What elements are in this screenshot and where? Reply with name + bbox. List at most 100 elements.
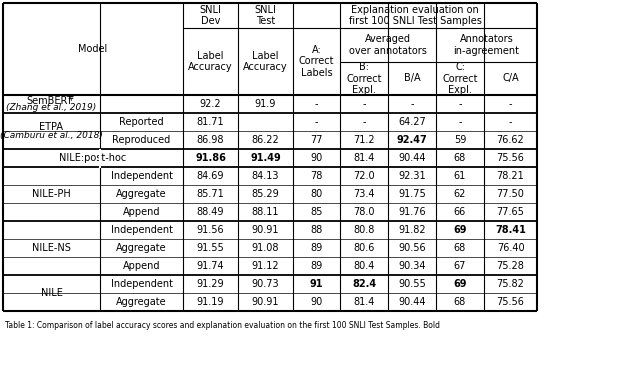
Text: Aggregate: Aggregate (116, 189, 167, 199)
Text: 92.2: 92.2 (200, 99, 221, 109)
Text: B/A: B/A (404, 73, 420, 84)
Text: 91.12: 91.12 (252, 261, 279, 271)
Text: -: - (315, 99, 318, 109)
Text: 72.0: 72.0 (353, 171, 375, 181)
Text: 76.40: 76.40 (497, 243, 524, 253)
Text: 68: 68 (454, 297, 466, 307)
Text: 88: 88 (310, 225, 323, 235)
Text: Label
Accuracy: Label Accuracy (243, 51, 288, 72)
Text: -: - (458, 99, 461, 109)
Text: 91.74: 91.74 (196, 261, 224, 271)
Text: 91.86: 91.86 (195, 153, 226, 163)
Text: Append: Append (123, 207, 160, 217)
Text: 86.98: 86.98 (196, 135, 224, 145)
Text: 81.4: 81.4 (353, 297, 374, 307)
Text: NILE: NILE (40, 288, 63, 298)
Text: (Camburu et al., 2018): (Camburu et al., 2018) (0, 131, 103, 140)
Text: Explanation evaluation on
first 100 SNLI Test Samples: Explanation evaluation on first 100 SNLI… (349, 5, 481, 26)
Text: 90.55: 90.55 (398, 279, 426, 289)
Text: SemBERT: SemBERT (26, 96, 73, 105)
Text: 88.49: 88.49 (196, 207, 224, 217)
Text: -: - (410, 99, 413, 109)
Text: 85.29: 85.29 (252, 189, 280, 199)
Text: -: - (315, 117, 318, 127)
Text: 80: 80 (310, 189, 323, 199)
Text: 90.44: 90.44 (398, 297, 426, 307)
Text: 88.11: 88.11 (252, 207, 279, 217)
Text: 90.91: 90.91 (252, 297, 279, 307)
Text: 80.6: 80.6 (353, 243, 374, 253)
Text: Reproduced: Reproduced (113, 135, 171, 145)
Text: 75.28: 75.28 (497, 261, 524, 271)
Text: Append: Append (123, 261, 160, 271)
Text: Independent: Independent (111, 171, 173, 181)
Text: NILE-PH: NILE-PH (32, 189, 71, 199)
Text: 77.50: 77.50 (497, 189, 524, 199)
Text: 78.41: 78.41 (495, 225, 526, 235)
Text: 76.62: 76.62 (497, 135, 524, 145)
Text: ETPA: ETPA (40, 122, 63, 132)
Text: Table 1: Comparison of label accuracy scores and explanation evaluation on the f: Table 1: Comparison of label accuracy sc… (5, 321, 440, 330)
Text: 59: 59 (454, 135, 466, 145)
Text: 64.27: 64.27 (398, 117, 426, 127)
Text: -: - (362, 117, 365, 127)
Text: 80.4: 80.4 (353, 261, 374, 271)
Text: -: - (458, 117, 461, 127)
Text: 92.31: 92.31 (398, 171, 426, 181)
Text: C:
Correct
Expl.: C: Correct Expl. (442, 62, 477, 95)
Text: 78.0: 78.0 (353, 207, 375, 217)
Text: 84.13: 84.13 (252, 171, 279, 181)
Text: 90.56: 90.56 (398, 243, 426, 253)
Text: SNLI
Test: SNLI Test (255, 5, 276, 26)
Text: 90: 90 (310, 153, 323, 163)
Text: 91: 91 (310, 279, 323, 289)
Text: -: - (362, 99, 365, 109)
Text: Annotators
in-agreement: Annotators in-agreement (454, 34, 520, 56)
Text: 69: 69 (453, 279, 467, 289)
Text: 91.9: 91.9 (255, 99, 276, 109)
Text: 91.19: 91.19 (196, 297, 224, 307)
Text: 75.82: 75.82 (497, 279, 524, 289)
Text: NILE:post-hoc: NILE:post-hoc (60, 153, 127, 163)
Text: 91.08: 91.08 (252, 243, 279, 253)
Text: 84.69: 84.69 (196, 171, 224, 181)
Text: 90.73: 90.73 (252, 279, 279, 289)
Text: 73.4: 73.4 (353, 189, 375, 199)
Text: 89: 89 (310, 261, 323, 271)
Text: 86.22: 86.22 (252, 135, 280, 145)
Text: 81.4: 81.4 (353, 153, 374, 163)
Text: 77.65: 77.65 (497, 207, 524, 217)
Text: (Zhang et al., 2019): (Zhang et al., 2019) (6, 104, 97, 112)
Text: 91.49: 91.49 (250, 153, 281, 163)
Text: Model: Model (78, 44, 108, 54)
Text: 68: 68 (454, 243, 466, 253)
Text: 82.4: 82.4 (352, 279, 376, 289)
Text: 71.2: 71.2 (353, 135, 375, 145)
Text: 77: 77 (310, 135, 323, 145)
Text: NILE-NS: NILE-NS (32, 243, 71, 253)
Text: -: - (509, 99, 512, 109)
Text: -: - (509, 117, 512, 127)
Text: B:
Correct
Expl.: B: Correct Expl. (346, 62, 381, 95)
Text: 90: 90 (310, 297, 323, 307)
Text: 62: 62 (454, 189, 466, 199)
Text: 85.71: 85.71 (196, 189, 225, 199)
Text: 85: 85 (310, 207, 323, 217)
Text: SNLI
Dev: SNLI Dev (200, 5, 221, 26)
Text: 89: 89 (310, 243, 323, 253)
Text: 91.75: 91.75 (398, 189, 426, 199)
Text: 91.76: 91.76 (398, 207, 426, 217)
Text: 91.29: 91.29 (196, 279, 224, 289)
Text: 68: 68 (454, 153, 466, 163)
Text: Aggregate: Aggregate (116, 243, 167, 253)
Text: 67: 67 (454, 261, 466, 271)
Text: 91.55: 91.55 (196, 243, 225, 253)
Text: 61: 61 (454, 171, 466, 181)
Text: 90.91: 90.91 (252, 225, 279, 235)
Text: 75.56: 75.56 (497, 297, 524, 307)
Text: 91.82: 91.82 (398, 225, 426, 235)
Text: Label
Accuracy: Label Accuracy (188, 51, 233, 72)
Text: 81.71: 81.71 (196, 117, 224, 127)
Text: Aggregate: Aggregate (116, 297, 167, 307)
Text: #: # (67, 94, 74, 103)
